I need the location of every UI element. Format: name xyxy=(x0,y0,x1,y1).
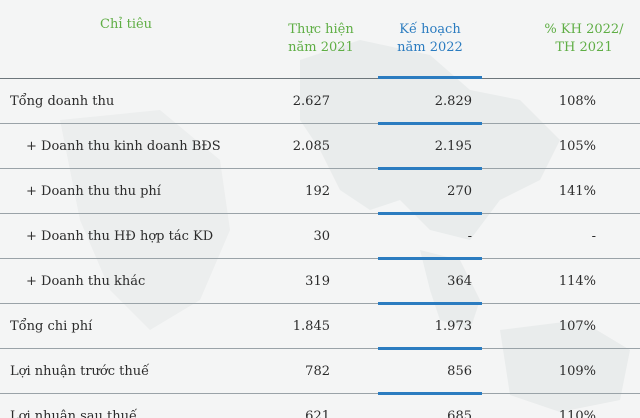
header-pct-line1: % KH 2022/ xyxy=(544,22,624,37)
table-row-total-expense: Tổng chi phí 1.845 1.973 107% xyxy=(0,302,640,349)
header-indicator-text: Chỉ tiêu xyxy=(100,17,153,32)
plan-accent-bar xyxy=(378,76,482,79)
table-row-real-estate-revenue: + Doanh thu kinh doanh BĐS 2.085 2.195 1… xyxy=(0,122,640,169)
plan-accent-bar xyxy=(378,212,482,215)
row-pct-value: 114% xyxy=(500,258,640,304)
row-label: + Doanh thu kinh doanh BĐS xyxy=(0,123,260,169)
row-label: Lợi nhuận trước thuế xyxy=(0,348,260,394)
row-pct-value: 105% xyxy=(500,123,640,169)
row-pct-value: 109% xyxy=(500,348,640,394)
header-plan-line2: năm 2022 xyxy=(397,40,463,55)
table-row-total-revenue: Tổng doanh thu 2.627 2.829 108% xyxy=(0,78,640,124)
row-plan-text: 364 xyxy=(447,273,472,289)
row-actual-value: 782 xyxy=(260,348,360,394)
row-actual-value: 30 xyxy=(260,213,360,259)
row-label: Lợi nhuận sau thuế xyxy=(0,393,260,418)
row-plan-value: 1.973 xyxy=(360,302,500,349)
row-label: Tổng chi phí xyxy=(0,303,260,349)
row-pct-value: 107% xyxy=(500,303,640,349)
table-header-row: Chỉ tiêu Thực hiện năm 2021 Kế hoạch năm… xyxy=(0,0,640,79)
row-label: Tổng doanh thu xyxy=(0,78,260,124)
row-label: + Doanh thu HĐ hợp tác KD xyxy=(0,213,260,259)
row-actual-value: 1.845 xyxy=(260,303,360,349)
header-pct-plan-vs-actual: % KH 2022/ TH 2021 xyxy=(500,0,640,79)
row-pct-value: 110% xyxy=(500,393,640,418)
row-plan-text: 856 xyxy=(447,363,472,379)
plan-accent-bar xyxy=(378,392,482,395)
row-actual-value: 2.627 xyxy=(260,78,360,124)
row-plan-text: 2.195 xyxy=(434,138,472,154)
plan-accent-bar xyxy=(378,122,482,125)
plan-accent-bar xyxy=(378,167,482,170)
table-row-profit-before-tax: Lợi nhuận trước thuế 782 856 109% xyxy=(0,347,640,394)
plan-accent-bar xyxy=(378,302,482,305)
table-row-other-revenue: + Doanh thu khác 319 364 114% xyxy=(0,257,640,304)
header-plan-line1: Kế hoạch xyxy=(399,22,461,37)
table-row-fee-revenue: + Doanh thu thu phí 192 270 141% xyxy=(0,167,640,214)
row-plan-value: - xyxy=(360,212,500,259)
table-row-profit-after-tax: Lợi nhuận sau thuế 621 685 110% xyxy=(0,392,640,418)
row-plan-text: 270 xyxy=(447,183,472,199)
header-actual-line1: Thực hiện xyxy=(288,22,354,37)
header-pct-line2: TH 2021 xyxy=(555,40,613,55)
row-label: + Doanh thu khác xyxy=(0,258,260,304)
header-actual-line2: năm 2021 xyxy=(288,40,354,55)
row-plan-value: 270 xyxy=(360,167,500,214)
row-plan-value: 685 xyxy=(360,392,500,418)
row-plan-value: 2.829 xyxy=(360,78,500,124)
row-plan-text: - xyxy=(467,228,472,244)
header-actual-2021: Thực hiện năm 2021 xyxy=(260,0,360,79)
row-actual-value: 2.085 xyxy=(260,123,360,169)
plan-accent-bar xyxy=(378,257,482,260)
row-label: + Doanh thu thu phí xyxy=(0,168,260,214)
row-plan-value: 856 xyxy=(360,347,500,394)
plan-accent-bar xyxy=(378,347,482,350)
table-row-bcc-revenue: + Doanh thu HĐ hợp tác KD 30 - - xyxy=(0,212,640,259)
row-plan-value: 364 xyxy=(360,257,500,304)
row-actual-value: 621 xyxy=(260,393,360,418)
row-actual-value: 192 xyxy=(260,168,360,214)
header-indicator: Chỉ tiêu xyxy=(0,0,260,79)
row-actual-value: 319 xyxy=(260,258,360,304)
row-plan-text: 1.973 xyxy=(434,318,472,334)
header-plan-2022: Kế hoạch năm 2022 xyxy=(360,0,500,79)
row-pct-value: 141% xyxy=(500,168,640,214)
row-pct-value: 108% xyxy=(500,78,640,124)
row-pct-value: - xyxy=(500,213,640,259)
row-plan-value: 2.195 xyxy=(360,122,500,169)
row-plan-text: 685 xyxy=(447,408,472,418)
